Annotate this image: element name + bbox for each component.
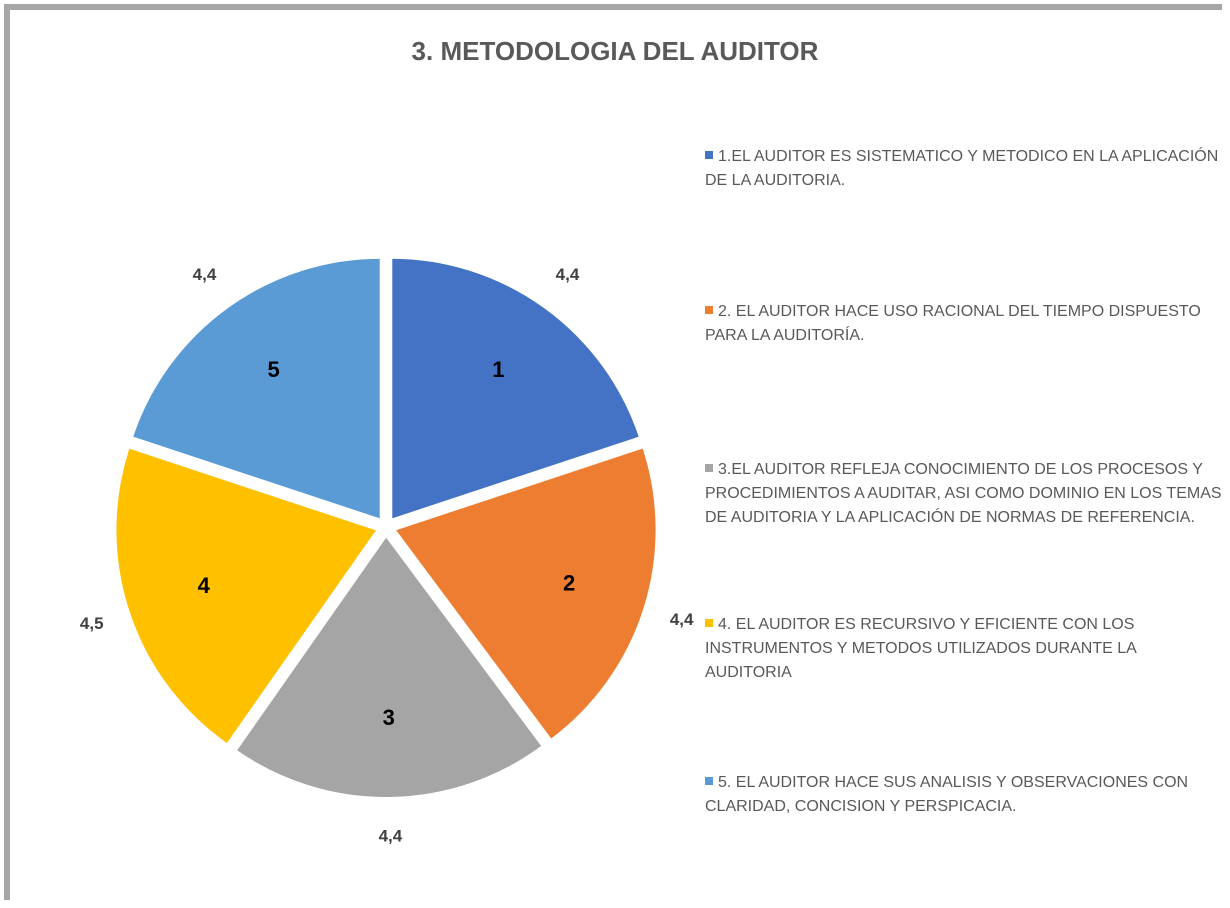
legend-item: 1.EL AUDITOR ES SISTEMATICO Y METODICO E… [705,145,1225,193]
chart-frame [4,4,1222,900]
legend-item: 3.EL AUDITOR REFLEJA CONOCIMIENTO DE LOS… [705,458,1225,530]
legend-swatch [705,306,713,314]
slice-label: 1 [492,357,504,382]
pie-slice [114,446,380,746]
legend-swatch [705,151,713,159]
legend-label: 4. EL AUDITOR ES RECURSIVO Y EFICIENTE C… [705,616,1136,681]
value-label: 4,5 [80,614,104,633]
legend-item: 2. EL AUDITOR HACE USO RACIONAL DEL TIEM… [705,300,1225,348]
value-label: 4,4 [556,265,580,284]
legend-label: 1.EL AUDITOR ES SISTEMATICO Y METODICO E… [705,148,1219,189]
pie-slice [234,534,544,799]
pie-slice [130,256,382,522]
value-label: 4,4 [379,826,403,845]
legend-swatch [705,777,713,785]
legend-swatch [705,619,713,627]
slice-label: 2 [563,571,575,596]
legend-item: 5. EL AUDITOR HACE SUS ANALISIS Y OBSERV… [705,771,1225,819]
pie-chart: 1 4,4 2 4,4 3 4,4 4 4,5 5 4,4 [80,256,694,845]
legend-swatch [705,464,713,472]
legend-label: 5. EL AUDITOR HACE SUS ANALISIS Y OBSERV… [705,774,1189,815]
slice-label: 3 [383,705,395,730]
legend-label: 2. EL AUDITOR HACE USO RACIONAL DEL TIEM… [705,303,1201,344]
pie-slice [390,256,642,522]
slice-label: 5 [267,357,279,382]
value-label: 4,4 [670,610,694,629]
slice-label: 4 [198,573,211,598]
legend-item: 4. EL AUDITOR ES RECURSIVO Y EFICIENTE C… [705,613,1225,685]
legend-label: 3.EL AUDITOR REFLEJA CONOCIMIENTO DE LOS… [705,461,1222,526]
pie-slice [392,446,658,742]
chart-title: 3. METODOLOGIA DEL AUDITOR [411,36,819,66]
value-label: 4,4 [193,265,217,284]
